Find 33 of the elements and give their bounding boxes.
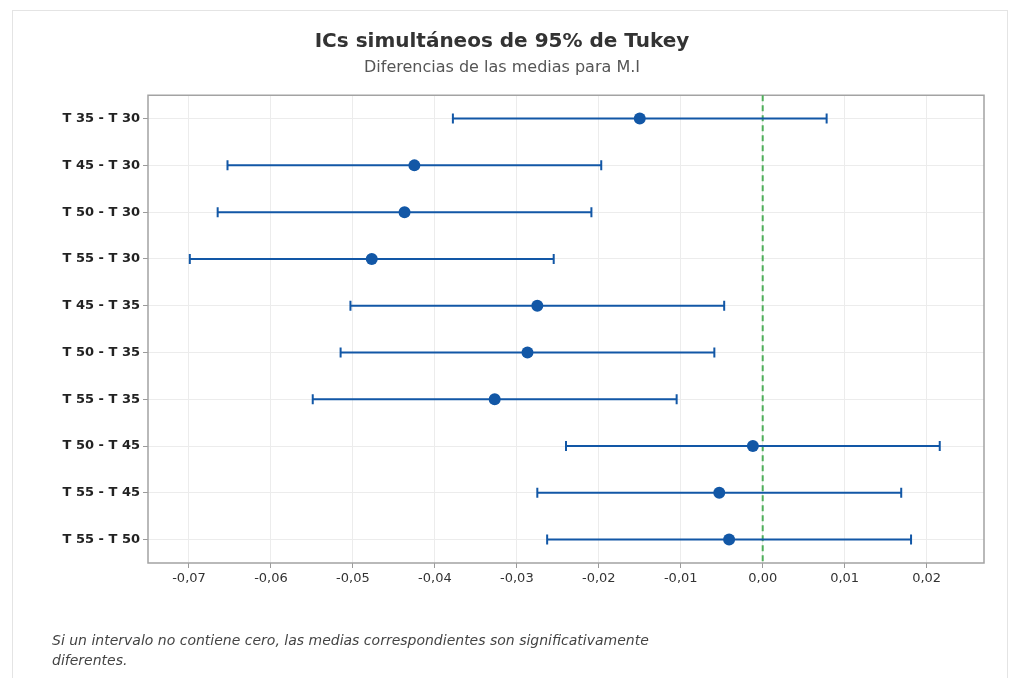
- y-tick-label: T 50 - T 45: [62, 437, 140, 453]
- point: [531, 299, 544, 312]
- point: [713, 486, 726, 499]
- x-tick-label: 0,02: [912, 570, 942, 586]
- point: [633, 112, 646, 125]
- chart-subtitle: Diferencias de las medias para M.I: [364, 56, 640, 76]
- y-tick-label: T 50 - T 30: [62, 203, 140, 219]
- point: [398, 206, 411, 219]
- point: [723, 533, 736, 546]
- point: [521, 346, 534, 359]
- x-tick-label: 0,01: [830, 570, 860, 586]
- point: [365, 252, 378, 265]
- x-tick-label: -0,02: [581, 570, 616, 586]
- x-tick-label: -0,05: [336, 570, 370, 586]
- y-tick-label: T 55 - T 35: [62, 390, 140, 406]
- point: [488, 393, 501, 406]
- x-tick-label: -0,04: [418, 570, 452, 586]
- point: [746, 440, 759, 453]
- y-tick-label: T 55 - T 30: [62, 250, 140, 266]
- x-tick-label: -0,06: [254, 570, 288, 586]
- x-tick-label: -0,07: [172, 570, 206, 586]
- y-tick-label: T 45 - T 30: [62, 156, 140, 172]
- chart-title: ICs simultáneos de 95% de Tukey: [314, 28, 690, 53]
- x-tick-label: -0,03: [500, 570, 534, 586]
- y-tick-label: T 45 - T 35: [62, 297, 140, 313]
- y-tick-label: T 55 - T 50: [62, 530, 140, 546]
- x-tick-label: 0,00: [748, 570, 778, 586]
- point: [408, 159, 421, 172]
- y-tick-label: T 50 - T 35: [62, 343, 140, 359]
- text: Si un intervalo no contiene cero, las medias correspondientes son significativamente diferentes.: [52, 631, 650, 670]
- y-tick-label: T 35 - T 30: [62, 109, 140, 125]
- y-tick-label: T 55 - T 45: [62, 484, 140, 500]
- x-tick-label: -0,01: [663, 570, 698, 586]
